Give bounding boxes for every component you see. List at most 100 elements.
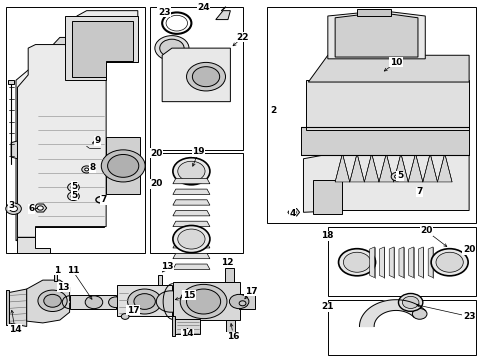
Text: 11: 11: [67, 266, 79, 275]
Polygon shape: [438, 153, 452, 182]
Polygon shape: [18, 237, 50, 253]
Polygon shape: [173, 232, 210, 237]
Circle shape: [85, 296, 103, 309]
Circle shape: [44, 294, 61, 307]
Circle shape: [134, 294, 155, 309]
Polygon shape: [306, 80, 469, 130]
Circle shape: [391, 172, 403, 181]
Text: 17: 17: [126, 306, 139, 315]
Bar: [150, 153, 243, 253]
Polygon shape: [328, 11, 425, 59]
Polygon shape: [18, 11, 138, 237]
Polygon shape: [350, 153, 365, 182]
Polygon shape: [65, 16, 138, 80]
Polygon shape: [158, 275, 162, 285]
Text: 9: 9: [95, 136, 101, 145]
Text: 14: 14: [181, 329, 194, 338]
Polygon shape: [70, 295, 116, 309]
Polygon shape: [33, 66, 104, 226]
Circle shape: [121, 314, 129, 319]
Circle shape: [394, 175, 399, 179]
Text: 5: 5: [397, 171, 403, 180]
Circle shape: [82, 166, 92, 173]
Circle shape: [187, 289, 220, 314]
Circle shape: [71, 185, 76, 189]
Polygon shape: [27, 280, 70, 323]
Bar: [328, 300, 476, 355]
Polygon shape: [225, 320, 235, 332]
Text: 24: 24: [197, 3, 210, 12]
Circle shape: [187, 62, 225, 91]
Text: 13: 13: [161, 262, 173, 271]
Circle shape: [68, 192, 79, 201]
Circle shape: [127, 289, 162, 314]
Polygon shape: [6, 290, 9, 325]
Polygon shape: [288, 208, 299, 216]
Bar: [150, 7, 243, 150]
Circle shape: [413, 309, 427, 319]
Polygon shape: [117, 285, 172, 316]
Text: 7: 7: [416, 187, 422, 196]
Circle shape: [436, 252, 463, 272]
Polygon shape: [162, 48, 230, 102]
Text: 23: 23: [463, 312, 475, 321]
Polygon shape: [172, 316, 175, 336]
Polygon shape: [418, 247, 423, 278]
Text: 5: 5: [72, 182, 77, 191]
Text: 4: 4: [290, 208, 296, 217]
Text: 5: 5: [72, 191, 77, 200]
Polygon shape: [399, 247, 404, 278]
Text: 22: 22: [236, 33, 249, 42]
Circle shape: [38, 290, 67, 311]
Text: 2: 2: [270, 106, 276, 115]
Polygon shape: [173, 179, 210, 184]
Polygon shape: [301, 127, 469, 155]
Polygon shape: [360, 300, 426, 327]
Polygon shape: [54, 267, 57, 281]
Circle shape: [178, 229, 205, 249]
Circle shape: [68, 183, 79, 192]
Text: 21: 21: [321, 302, 334, 311]
Text: 13: 13: [57, 283, 70, 292]
Text: 6: 6: [28, 204, 35, 213]
Polygon shape: [175, 319, 200, 334]
Polygon shape: [173, 189, 210, 194]
Circle shape: [156, 291, 186, 312]
Polygon shape: [335, 13, 418, 57]
Text: 18: 18: [321, 231, 334, 240]
Polygon shape: [11, 141, 18, 159]
Circle shape: [343, 252, 371, 272]
Circle shape: [173, 158, 210, 185]
Polygon shape: [408, 153, 423, 182]
Polygon shape: [335, 153, 350, 182]
Circle shape: [402, 296, 419, 309]
Polygon shape: [34, 204, 47, 212]
Text: 14: 14: [9, 325, 22, 334]
Polygon shape: [409, 247, 414, 278]
Polygon shape: [216, 11, 230, 19]
Bar: [267, 7, 476, 223]
Text: 20: 20: [150, 149, 163, 158]
Polygon shape: [173, 200, 210, 205]
Polygon shape: [379, 247, 384, 278]
Polygon shape: [303, 152, 469, 212]
Circle shape: [229, 294, 249, 309]
Polygon shape: [313, 180, 343, 214]
Polygon shape: [393, 153, 408, 182]
Circle shape: [180, 284, 227, 319]
Polygon shape: [370, 247, 374, 278]
Circle shape: [10, 206, 18, 212]
Circle shape: [6, 203, 22, 215]
Polygon shape: [173, 264, 210, 269]
Circle shape: [173, 225, 210, 253]
Polygon shape: [308, 55, 469, 82]
Circle shape: [155, 36, 189, 60]
Circle shape: [193, 67, 220, 87]
Polygon shape: [423, 153, 438, 182]
Polygon shape: [173, 282, 240, 320]
Text: 23: 23: [158, 8, 171, 17]
Text: 3: 3: [8, 201, 14, 210]
Polygon shape: [239, 294, 255, 309]
Polygon shape: [173, 221, 210, 226]
Polygon shape: [106, 138, 140, 194]
